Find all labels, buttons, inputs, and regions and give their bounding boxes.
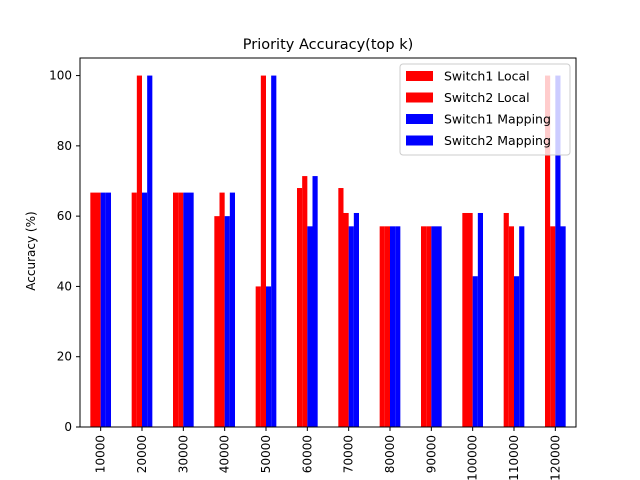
legend-label: Switch2 Local [444,90,530,105]
bar-switch1-local-100000 [462,212,468,427]
legend: Switch1 Local Switch2 Local Switch1 Mappin… [399,63,571,156]
legend-label: Switch1 Local [444,69,530,84]
legend-label: Switch2 Mapping [444,133,551,148]
bar-switch1-mapping-60000 [307,226,313,427]
legend-swatch [406,92,433,103]
bar-switch1-mapping-100000 [472,276,478,427]
bar-switch2-local-110000 [508,226,514,427]
x-tick-label: 100000 [466,435,480,480]
bar-switch1-local-120000 [545,75,551,427]
bar-switch2-local-80000 [384,226,390,427]
y-axis-label: Accuracy (%) [24,211,38,290]
bar-switch2-mapping-110000 [519,226,525,427]
bar-switch1-mapping-110000 [514,276,520,427]
y-tick-label: 40 [57,279,72,293]
x-tick-label: 70000 [342,435,356,473]
legend-swatch [406,114,433,124]
bar-switch2-local-20000 [136,75,142,427]
bar-switch1-local-40000 [214,216,220,427]
x-tick-label: 20000 [135,435,149,473]
legend-box [399,63,571,156]
x-tick-label: 50000 [259,435,273,473]
legend-label: Switch1 Mapping [444,112,551,127]
bar-switch2-mapping-40000 [229,192,235,427]
y-tick-label: 80 [57,139,72,153]
bar-switch1-local-70000 [338,188,344,427]
bar-switch2-mapping-100000 [477,212,483,427]
bar-switch1-mapping-30000 [183,192,189,427]
x-tick-label: 120000 [548,435,562,480]
bar-switch2-mapping-70000 [353,212,359,427]
x-tick-label: 110000 [507,435,521,480]
bar-switch1-mapping-70000 [348,226,354,427]
bar-switch2-mapping-60000 [312,176,318,427]
bar-switch1-mapping-120000 [555,75,561,427]
bar-switch1-local-20000 [131,192,137,427]
bar-switch2-local-90000 [426,226,432,427]
bar-switch1-mapping-50000 [266,286,272,427]
y-tick-label: 100 [49,69,72,83]
y-tick-label: 60 [57,209,72,223]
bar-switch2-local-50000 [260,75,266,427]
bar-switch2-mapping-90000 [436,226,442,427]
bar-switch2-local-60000 [302,176,308,427]
bar-switch1-local-10000 [90,192,96,427]
x-tick-label: 10000 [94,435,108,473]
bar-switch2-mapping-50000 [271,75,277,427]
legend-swatch [406,135,433,146]
bar-switch1-local-30000 [173,192,179,427]
x-tick-label: 80000 [383,435,397,473]
y-tick-label: 20 [57,350,72,364]
bar-switch1-local-50000 [255,286,261,427]
x-tick-label: 60000 [300,435,314,473]
bar-switch1-local-90000 [421,226,427,427]
plot-frame [79,57,577,428]
y-tick-label: 0 [64,420,72,434]
bar-switch2-local-40000 [219,192,225,427]
bars-layer [90,75,566,427]
bar-switch2-local-100000 [467,212,473,427]
bar-switch2-mapping-120000 [560,226,566,427]
bar-switch1-local-60000 [297,188,303,427]
bar-switch1-local-110000 [503,212,509,427]
bar-switch1-mapping-10000 [100,192,106,427]
bar-switch1-local-80000 [379,226,385,427]
bar-switch2-mapping-10000 [105,192,111,427]
bar-switch1-mapping-90000 [431,226,437,427]
bar-switch2-mapping-30000 [188,192,194,427]
bar-switch1-mapping-80000 [390,226,396,427]
bar-switch2-local-10000 [95,192,101,427]
bar-switch1-mapping-40000 [224,216,230,427]
bar-switch2-mapping-20000 [147,75,153,427]
x-tick-label: 90000 [424,435,438,473]
legend-swatch [406,71,433,81]
bar-switch1-mapping-20000 [142,192,148,427]
bar-switch2-mapping-80000 [395,226,401,427]
x-tick-label: 30000 [176,435,190,473]
x-tick-label: 40000 [218,435,232,473]
axes-layer: 0 20 40 60 80 100 10000 20000 30000 40000 50000 600… [49,57,577,480]
bar-switch2-local-70000 [343,212,349,427]
bar-switch2-local-120000 [550,226,556,427]
chart-title: Priority Accuracy(top k) [243,37,414,53]
bar-switch2-local-30000 [178,192,184,427]
